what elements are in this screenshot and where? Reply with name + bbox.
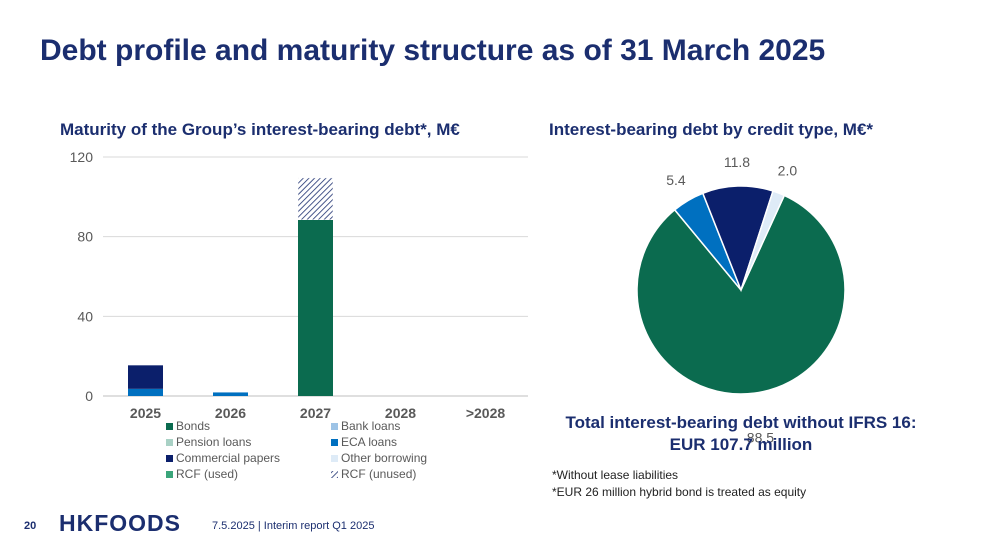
legend-swatch [166,439,173,446]
legend-swatch [331,455,338,462]
x-category-label: 2027 [300,405,331,421]
pie-slice [636,194,846,395]
footnote-hybrid-bond: *EUR 26 million hybrid bond is treated a… [552,485,807,499]
bar-segment [298,219,333,396]
pie-data-label: 11.8 [724,154,750,170]
credit-type-pie-chart: 88.5 5.4 11.8 2.0 [636,154,846,446]
pie-chart-title: Interest-bearing debt by credit type, M€… [549,120,874,139]
pie-slice [701,185,774,293]
x-category-label: >2028 [466,405,506,421]
legend-label: Bank loans [341,419,400,433]
legend-label: Pension loans [176,435,251,449]
pie-data-label: 2.0 [778,163,798,179]
legend-label: RCF (used) [176,467,238,481]
legend-swatch [166,423,173,430]
legend-swatch [331,423,338,430]
legend-swatch [331,471,338,478]
pie-slice [740,190,786,291]
x-category-label: 2026 [215,405,246,421]
total-debt-line1: Total interest-bearing debt without IFRS… [565,413,917,432]
legend-label: RCF (unused) [341,467,416,481]
legend-swatch [166,471,173,478]
maturity-bar-chart: 0 40 80 120 2025 2026 2027 2028 >2028 [70,149,528,421]
y-tick-label: 40 [77,308,93,324]
y-tick-label: 120 [70,149,94,165]
bar-segment [297,177,334,220]
bar-segment [128,388,163,396]
legend-label: ECA loans [341,435,397,449]
footer-date-report: 7.5.2025 | Interim report Q1 2025 [212,520,375,532]
total-debt-summary: Total interest-bearing debt without IFRS… [540,412,942,456]
legend-label: Commercial papers [176,451,280,465]
y-tick-label: 0 [85,388,93,404]
hkfoods-logo: HKFOODS [59,510,181,536]
legend-swatch [331,439,338,446]
pie-data-label: 5.4 [666,172,686,188]
legend-label: Other borrowing [341,451,427,465]
page-title: Debt profile and maturity structure as o… [40,34,826,67]
total-debt-line2: EUR 107.7 million [669,435,813,454]
pie-data-label: 88.5 [747,430,774,446]
page-number: 20 [24,520,37,532]
legend-swatch [166,455,173,462]
bar-segment [213,392,248,396]
bar-chart-title: Maturity of the Group’s interest-bearing… [60,120,460,139]
bar-chart-legend: Bonds Bank loans Pension loans ECA loans Com… [166,419,427,481]
x-category-label: 2025 [130,405,161,421]
y-tick-label: 80 [77,229,93,245]
legend-label: Bonds [176,419,210,433]
bar-segment [128,365,163,389]
footnote-lease: *Without lease liabilities [552,468,679,482]
x-category-label: 2028 [385,405,416,421]
